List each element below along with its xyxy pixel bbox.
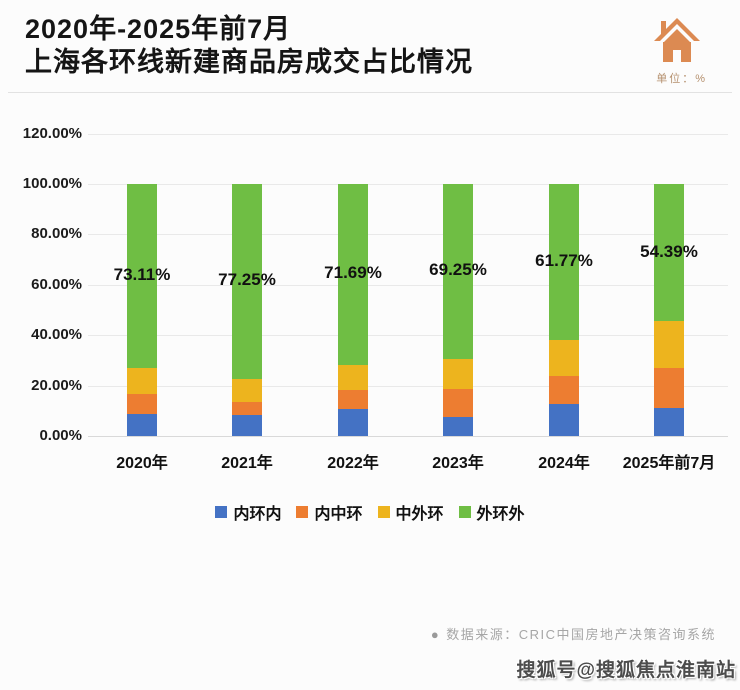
page-title-line2: 上海各环线新建商品房成交占比情况 — [25, 47, 473, 77]
bar-segment-内环内 — [232, 415, 262, 436]
page-title: 2020年-2025年前7月 上海各环线新建商品房成交占比情况 — [25, 13, 473, 79]
bar-segment-内中环 — [654, 367, 684, 408]
bar-segment-内环内 — [338, 408, 368, 436]
legend-swatch-icon — [296, 506, 309, 518]
y-axis-tick: 60.00% — [31, 275, 82, 293]
page-title-line1: 2020年-2025年前7月 — [25, 14, 292, 44]
y-axis-tick: 40.00% — [31, 326, 82, 344]
legend-swatch-icon — [377, 506, 390, 518]
bar-segment-中外环 — [338, 364, 368, 391]
bar-data-label: 69.25% — [429, 260, 487, 280]
bar-segment-中外环 — [232, 378, 262, 402]
bar-segment-外环外 — [127, 184, 157, 369]
y-axis-tick: 20.00% — [31, 376, 82, 394]
bar-data-label: 71.69% — [324, 263, 382, 283]
unit-label: 单位：% — [656, 73, 707, 85]
legend-item-内中环: 内中环 — [296, 500, 363, 524]
x-axis-label: 2021年 — [221, 455, 273, 472]
x-axis-label: 2025年前7月 — [622, 455, 716, 472]
legend-item-外环外: 外环外 — [458, 500, 525, 524]
gridline-120 — [88, 133, 728, 135]
bar-segment-内中环 — [127, 393, 157, 414]
header-divider — [8, 92, 732, 93]
y-axis-tick: 120.00% — [22, 124, 82, 142]
bar-segment-外环外 — [232, 184, 262, 379]
y-axis-tick: 80.00% — [31, 225, 82, 243]
bar-segment-内中环 — [338, 390, 368, 409]
bar-data-label: 54.39% — [640, 241, 698, 261]
y-axis-tick: 0.00% — [39, 427, 82, 444]
watermark: 搜狐号@搜狐焦点淮南站 — [516, 660, 736, 681]
house-icon — [652, 16, 702, 66]
legend-label: 内环内 — [233, 506, 282, 523]
bar-segment-内环内 — [443, 416, 473, 436]
y-axis-tick: 100.00% — [22, 175, 82, 192]
gridline-60 — [88, 284, 728, 286]
x-axis-label: 2022年 — [327, 455, 379, 472]
legend-item-内环内: 内环内 — [215, 500, 281, 524]
x-axis-label: 2023年 — [432, 455, 484, 472]
bar-data-label: 77.25% — [218, 270, 276, 290]
legend-label: 内中环 — [314, 506, 363, 523]
bar-data-label: 73.11% — [113, 265, 171, 285]
gridline-100 — [88, 184, 728, 185]
bar-segment-外环外 — [654, 184, 684, 322]
data-source-text: 数据来源：CRIC中国房地产决策咨询系统 — [446, 627, 716, 642]
bar-segment-外环外 — [549, 184, 579, 340]
gridline-80 — [88, 234, 728, 236]
legend-label: 中外环 — [395, 506, 444, 523]
bar-data-label: 61.77% — [535, 250, 593, 270]
bar-segment-内中环 — [443, 388, 473, 417]
bar-segment-内环内 — [549, 404, 579, 436]
gridline-0 — [88, 436, 728, 437]
legend-swatch-icon — [458, 506, 471, 518]
bar-segment-外环外 — [443, 184, 473, 359]
x-axis-label: 2024年 — [538, 455, 590, 472]
legend-item-中外环: 中外环 — [377, 500, 444, 524]
bar-segment-中外环 — [443, 358, 473, 389]
chart-legend: 内环内 内中环 中外环 外环外 — [0, 500, 740, 524]
bar-segment-中外环 — [549, 339, 579, 377]
bar-segment-内中环 — [232, 401, 262, 416]
bar-segment-外环外 — [338, 184, 368, 365]
bar-segment-内中环 — [549, 376, 579, 405]
bar-segment-中外环 — [654, 321, 684, 368]
gridline-20 — [88, 385, 728, 387]
bar-segment-内环内 — [127, 413, 157, 436]
bullet-icon: ● — [430, 627, 441, 642]
bar-segment-中外环 — [127, 368, 157, 394]
gridline-40 — [88, 335, 728, 337]
x-axis-label: 2020年 — [116, 455, 168, 472]
legend-label: 外环外 — [476, 506, 525, 523]
bar-segment-内环内 — [654, 407, 684, 436]
legend-swatch-icon — [215, 506, 228, 518]
data-source: ● 数据来源：CRIC中国房地产决策咨询系统 — [431, 624, 716, 643]
